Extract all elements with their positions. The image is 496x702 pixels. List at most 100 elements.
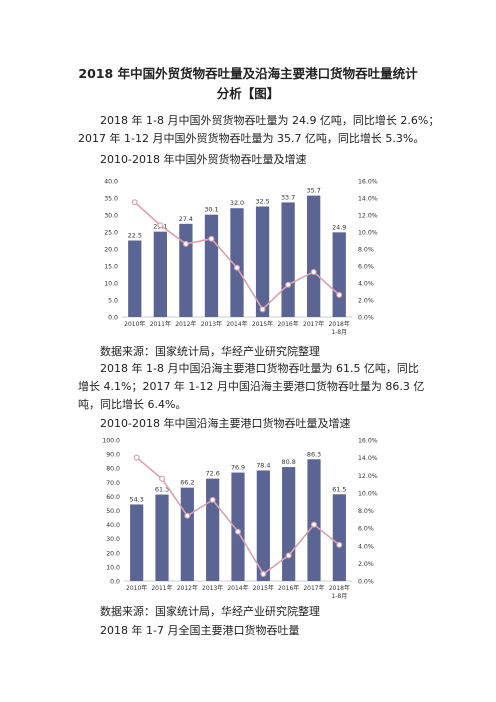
bar-data-label: 33.7 <box>281 193 295 201</box>
y2-tick-label: 16.0% <box>358 179 378 186</box>
bar-data-label: 78.4 <box>256 461 270 469</box>
x-tick-label: 2017年 <box>303 584 324 592</box>
y2-tick-label: 12.0% <box>358 473 378 480</box>
bar <box>155 494 169 581</box>
x-tick-label-cont: 1-8月 <box>331 329 347 336</box>
growth-rate-point <box>234 264 241 271</box>
chart-1: 40.0 35.0 30.0 25.0 20.0 15.0 10.0 5.0 0.0 16.0% 1… <box>104 179 378 337</box>
chart-1-source: 数据来源：国家统计局，华经产业研究院整理 <box>100 345 320 358</box>
y-tick-label: 35.0 <box>104 196 118 203</box>
y2-tick-label: 10.0% <box>358 490 378 497</box>
y-tick-label: 30.0 <box>106 536 120 543</box>
bar-data-label: 24.9 <box>332 223 346 231</box>
y2-tick-label: 2.0% <box>358 298 374 305</box>
y-tick-label: 5.0 <box>108 298 118 305</box>
y-tick-label: 80.0 <box>106 466 120 473</box>
y-tick-label: 20.0 <box>106 550 120 557</box>
paragraph-2-line1: 2018 年 1-8 月中国沿海主要港口货物吞吐量为 61.5 亿吨，同比 <box>100 362 419 375</box>
x-tick-label: 2013年 <box>202 584 223 592</box>
bar <box>256 470 270 581</box>
bar <box>307 459 321 581</box>
bar-data-label: 35.7 <box>307 187 321 195</box>
x-tick-label: 2010年 <box>124 320 145 328</box>
growth-rate-point <box>311 521 318 528</box>
paragraph-2-line2: 增长 4.1%；2017 年 1-12 月中国沿海主要港口货物吞吐量为 86.3… <box>78 380 425 393</box>
y-tick-label: 15.0 <box>104 264 118 271</box>
y2-tick-label: 4.0% <box>358 543 374 550</box>
bar <box>128 240 142 317</box>
growth-rate-point <box>285 552 292 559</box>
bar-data-label: 76.9 <box>231 464 245 472</box>
paragraph-1-line1: 2018 年 1-8 月中国外贸货物吞吐量为 24.9 亿吨，同比增长 2.6%… <box>100 114 440 127</box>
x-tick-label: 2018年 <box>329 584 350 592</box>
growth-rate-point <box>158 475 165 482</box>
bar <box>332 232 346 317</box>
bar-data-label: 32.0 <box>230 199 244 207</box>
bar <box>332 494 346 581</box>
growth-rate-point <box>184 512 191 519</box>
bar-data-label: 30.1 <box>204 206 218 214</box>
bar-data-label: 80.8 <box>282 458 296 466</box>
y2-tick-label: 8.0% <box>358 508 374 515</box>
x-tick-label: 2016年 <box>277 320 298 328</box>
y-tick-label: 40.0 <box>106 522 120 529</box>
bar-data-label: 61.5 <box>332 485 346 493</box>
y-tick-label: 40.0 <box>104 179 118 186</box>
chart-2: 100.0 90.0 80.0 70.0 60.0 50.0 40.0 30.0 20.0 10.… <box>102 438 378 601</box>
y-tick-label: 10.0 <box>106 564 120 571</box>
y2-tick-label: 4.0% <box>358 281 374 288</box>
bar-data-label: 72.6 <box>206 470 220 478</box>
y-tick-label: 100.0 <box>102 438 120 445</box>
y-tick-label: 90.0 <box>106 452 120 459</box>
growth-rate-point <box>209 496 216 503</box>
bar-data-label: 86.3 <box>307 450 321 458</box>
y2-tick-label: 0.0% <box>358 579 374 586</box>
chart-2-source: 数据来源：国家统计局，华经产业研究院整理 <box>100 605 320 618</box>
article-title-line2: 分析【图】 <box>216 86 280 101</box>
y-tick-label: 30.0 <box>104 213 118 220</box>
bar <box>179 223 193 317</box>
x-tick-label: 2011年 <box>150 320 171 328</box>
x-tick-label-cont: 1-8月 <box>331 593 347 600</box>
bar-data-label: 54.3 <box>130 495 144 503</box>
y2-tick-label: 6.0% <box>358 526 374 533</box>
x-tick-label: 2012年 <box>175 320 196 328</box>
growth-rate-point <box>133 454 140 461</box>
paragraph-2-line3: 吨，同比增长 6.4%。 <box>78 398 187 411</box>
chart-3-caption: 2018 年 1-7 月全国主要港口货物吞吐量 <box>100 624 300 637</box>
y2-tick-label: 14.0% <box>358 196 378 203</box>
growth-rate-point <box>336 541 343 548</box>
bar <box>282 467 296 581</box>
x-tick-label: 2015年 <box>252 320 273 328</box>
x-tick-label: 2012年 <box>177 584 198 592</box>
chart-2-caption: 2010-2018 年中国沿海主要港口货物吞吐量及增速 <box>100 417 351 430</box>
bar <box>206 478 220 581</box>
x-tick-label: 2016年 <box>278 584 299 592</box>
y-tick-label: 20.0 <box>104 247 118 254</box>
growth-rate-point <box>182 240 189 247</box>
y-tick-label: 25.0 <box>104 230 118 237</box>
article-title-line1: 2018 年中国外贸货物吞吐量及沿海主要港口货物吞吐量统计 <box>78 66 418 81</box>
x-tick-label: 2011年 <box>151 584 172 592</box>
bar <box>231 472 245 581</box>
growth-rate-point <box>285 281 292 288</box>
x-tick-label: 2014年 <box>226 320 247 328</box>
y-tick-label: 70.0 <box>106 480 120 487</box>
growth-rate-point <box>157 222 164 229</box>
growth-rate-point <box>208 235 215 242</box>
y2-tick-label: 16.0% <box>358 438 378 445</box>
y2-tick-label: 0.0% <box>358 315 374 322</box>
growth-rate-point <box>310 268 317 275</box>
x-tick-label: 2015年 <box>253 584 274 592</box>
chart-1-caption: 2010-2018 年中国外贸货物吞吐量及增速 <box>100 153 307 166</box>
bar-data-label: 66.2 <box>180 479 194 487</box>
bar <box>153 231 167 317</box>
bar <box>130 504 144 581</box>
bar <box>307 195 321 317</box>
bar <box>180 487 194 581</box>
y2-tick-label: 10.0% <box>358 230 378 237</box>
x-tick-label: 2017年 <box>303 320 324 328</box>
y-tick-label: 0.0 <box>108 315 118 322</box>
y-tick-label: 10.0 <box>104 281 118 288</box>
y2-tick-label: 6.0% <box>358 264 374 271</box>
